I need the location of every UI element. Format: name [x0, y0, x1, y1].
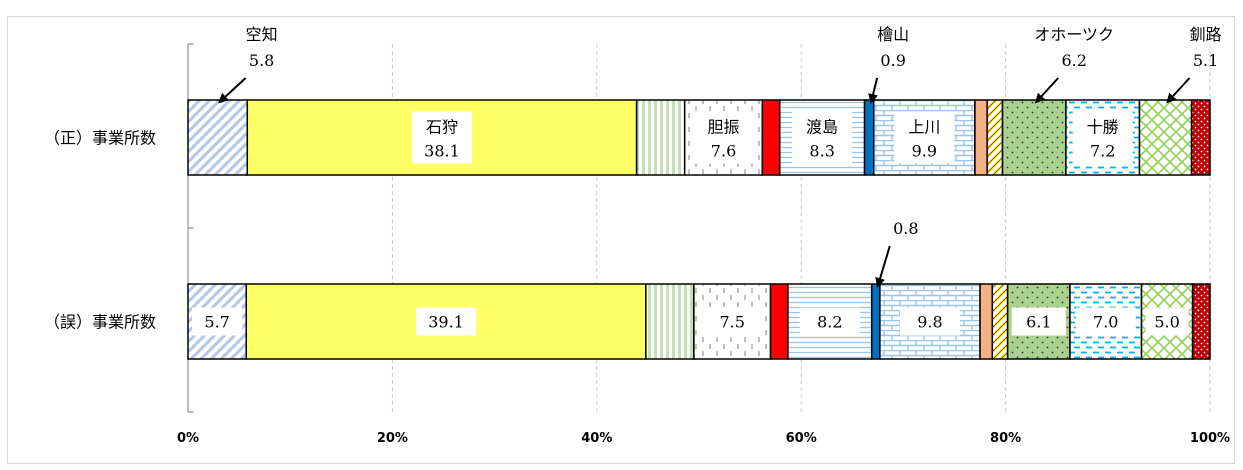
- callout-value: 5.8: [249, 51, 274, 70]
- data-label-value: 38.1: [424, 142, 460, 161]
- data-label-box: [1145, 307, 1189, 336]
- bar-segment: [1138, 99, 1193, 176]
- data-label-name: 渡島: [806, 118, 838, 137]
- data-label-value: 8.3: [809, 142, 834, 161]
- bar-segment: [979, 283, 994, 360]
- data-label-box: [1075, 307, 1136, 336]
- bar-segment: [761, 99, 781, 176]
- chart-frame: [7, 16, 1235, 464]
- axis-layer: 0% 20% 40% 60% 80% 100% （正）事業所数 （誤）事業所数: [44, 43, 1230, 446]
- callout-arrow: [875, 245, 891, 288]
- bar-segment: [863, 99, 875, 176]
- x-tick-label: 40%: [581, 431, 612, 446]
- x-tick-label: 60%: [786, 431, 817, 446]
- data-label-name: 石狩: [426, 118, 458, 137]
- category-label: （正）事業所数: [44, 129, 156, 148]
- data-label-box: [1011, 307, 1066, 336]
- callout-name: オホーツク: [1034, 25, 1114, 44]
- data-label-value: 39.1: [428, 313, 464, 332]
- data-label-value: 7.0: [1093, 313, 1118, 332]
- data-label-box: [702, 307, 763, 336]
- callout-arrow: [1166, 77, 1191, 104]
- data-label-box: [792, 111, 853, 164]
- callout-arrow: [868, 77, 879, 104]
- bar-segment: [769, 283, 789, 360]
- bar-segment: [187, 99, 249, 176]
- data-label-box: [693, 111, 754, 164]
- bar-segment: [1001, 99, 1067, 176]
- data-label-value: 5.0: [1154, 313, 1179, 332]
- bar-segment: [645, 283, 695, 360]
- callout-name: 釧路: [1190, 25, 1222, 44]
- callout-arrow: [1034, 77, 1059, 104]
- data-label-value: 7.6: [711, 142, 736, 161]
- callout-value: 6.2: [1061, 51, 1086, 70]
- bar-segment: [991, 283, 1009, 360]
- bar-segment: [986, 99, 1004, 176]
- data-label-box: [799, 307, 860, 336]
- grid-layer: [391, 44, 1211, 412]
- label-layer: 石狩 38.1 胆振 7.6 渡島 8.3 上川 9.9 十勝 7.2 5.7 39.1 7.5 8.2 9…: [192, 25, 1222, 336]
- bar-segment: [1191, 283, 1211, 360]
- data-label-value: 8.2: [817, 313, 842, 332]
- callout-name: 檜山: [877, 25, 909, 44]
- data-label-name: 十勝: [1087, 118, 1119, 137]
- data-label-box: [1072, 111, 1133, 164]
- callout-arrow: [218, 77, 247, 104]
- data-label-value: 7.5: [719, 313, 744, 332]
- data-label-box: [416, 307, 477, 336]
- data-label-value: 9.9: [912, 142, 937, 161]
- data-label-value: 5.7: [204, 313, 229, 332]
- data-label-box: [899, 307, 960, 336]
- x-tick-label: 0%: [177, 431, 199, 446]
- x-tick-label: 100%: [1190, 431, 1230, 446]
- data-label-name: 上川: [908, 118, 940, 137]
- category-label: （誤）事業所数: [44, 313, 156, 332]
- data-label-box: [894, 111, 955, 164]
- callout-value: 0.8: [893, 219, 918, 238]
- data-label-name: 胆振: [708, 118, 740, 137]
- data-label-value: 9.8: [917, 313, 942, 332]
- x-tick-label: 80%: [990, 431, 1021, 446]
- data-label-box: [192, 307, 243, 336]
- bar-segment: [635, 99, 686, 176]
- callout-value: 5.1: [1193, 51, 1218, 70]
- x-tick-label: 20%: [377, 431, 408, 446]
- data-label-value: 6.1: [1026, 313, 1051, 332]
- bar-segment: [870, 283, 881, 360]
- data-label-value: 7.2: [1090, 142, 1115, 161]
- bar-segment: [974, 99, 988, 176]
- data-label-box: [411, 111, 472, 164]
- callout-name: 空知: [246, 25, 278, 44]
- callout-value: 0.9: [880, 51, 905, 70]
- bar-segment: [1190, 99, 1211, 176]
